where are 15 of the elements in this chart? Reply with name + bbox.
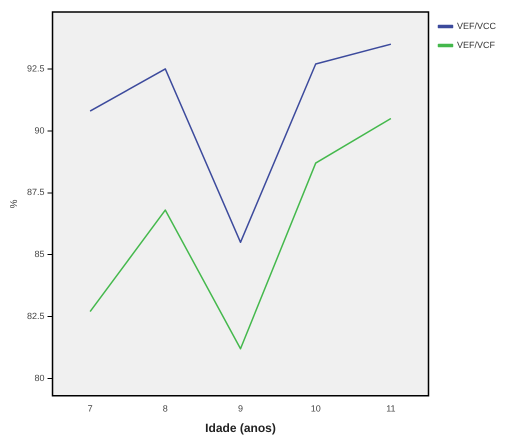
- x-tick-label: 9: [238, 404, 244, 414]
- legend-label: VEF/VCF: [456, 40, 496, 50]
- y-tick-label: 85: [34, 249, 45, 260]
- y-tick-label: 82.5: [26, 311, 45, 322]
- y-tick-label: 80: [34, 372, 45, 383]
- y-tick-label: 87.5: [26, 187, 45, 198]
- y-tick-label: 92.5: [26, 63, 45, 74]
- x-tick-label: 11: [386, 404, 396, 414]
- legend-label: VEF/VCC: [456, 20, 496, 31]
- x-tick-label: 7: [88, 404, 93, 414]
- x-tick-label: 8: [162, 404, 168, 414]
- y-axis-title: %: [8, 199, 20, 208]
- x-axis-title: Idade (anos): [205, 421, 276, 436]
- y-tick-label: 90: [34, 125, 45, 136]
- x-tick-label: 10: [310, 404, 321, 414]
